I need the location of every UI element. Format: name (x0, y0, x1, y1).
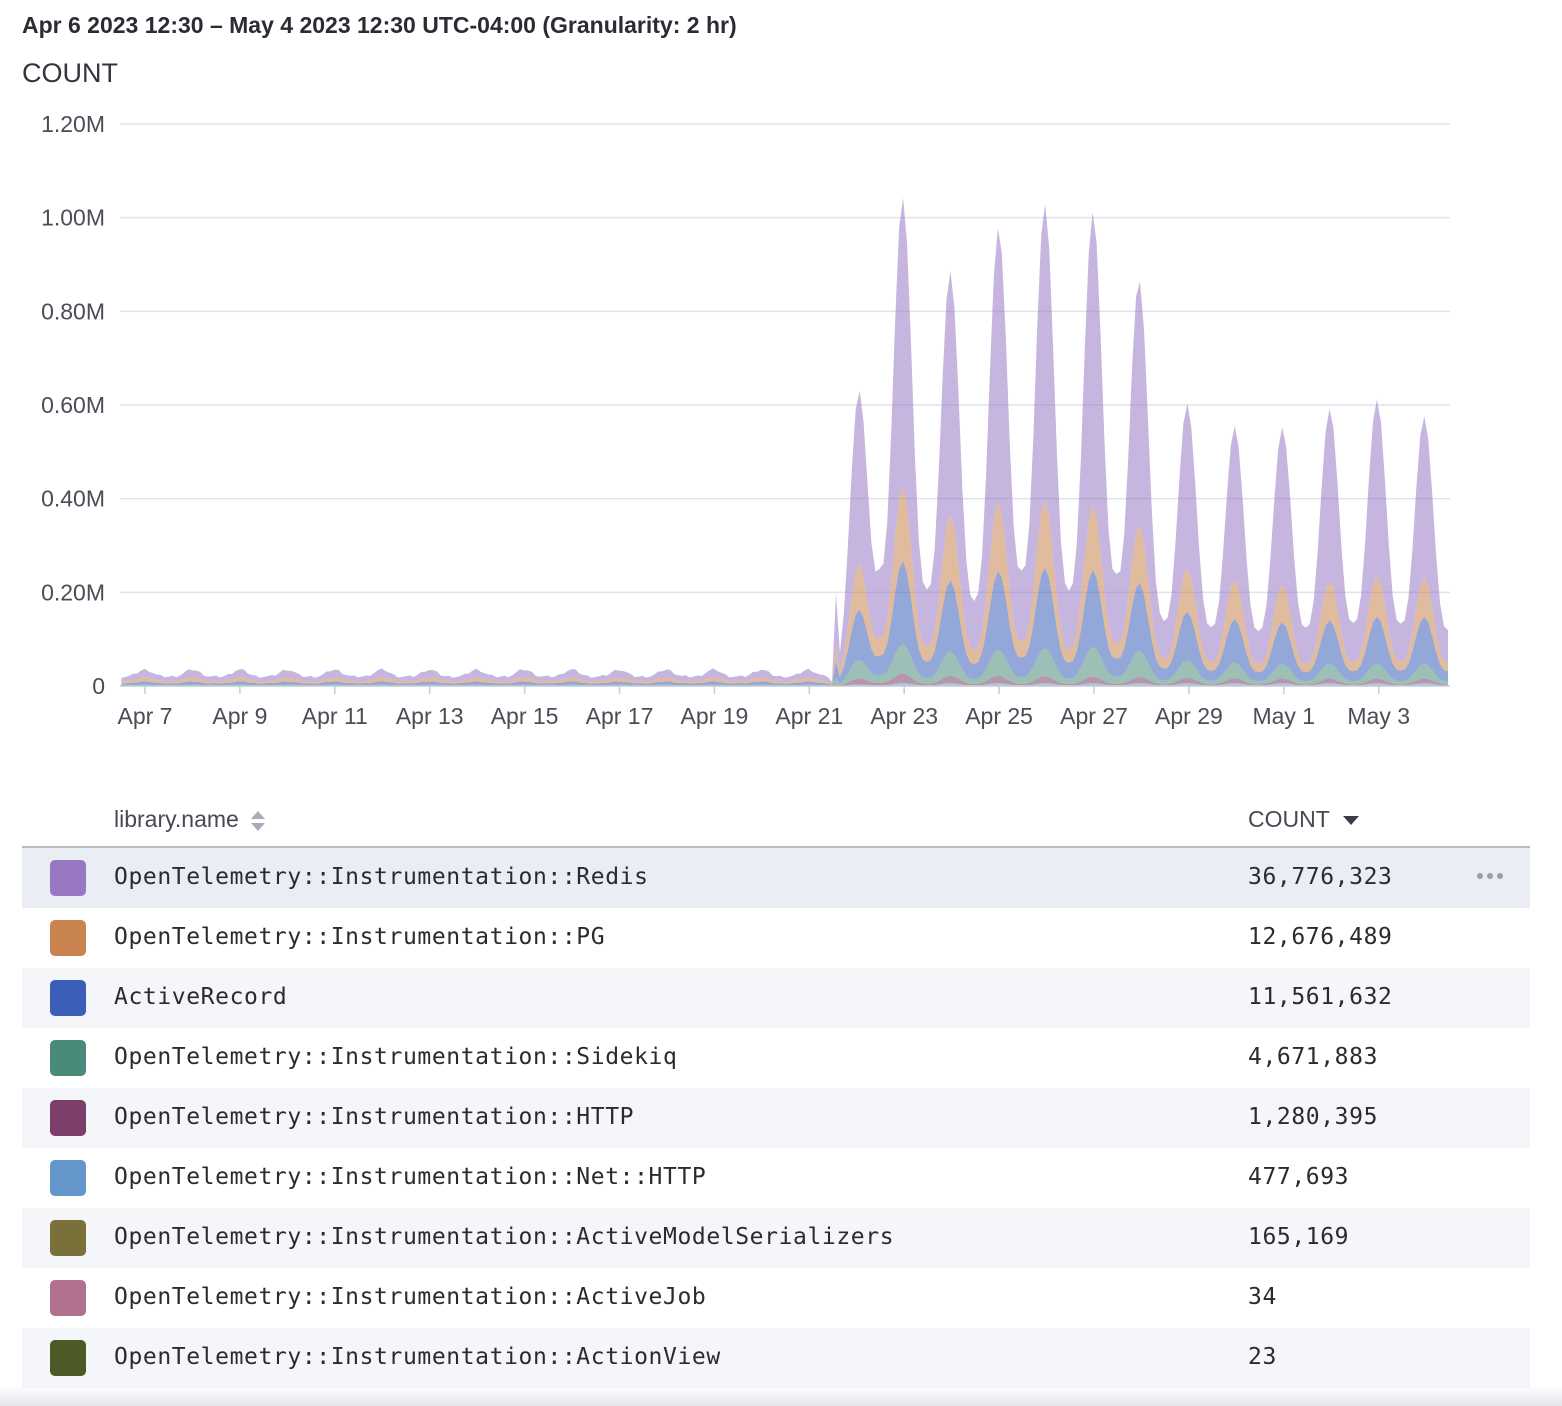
table-row[interactable]: OpenTelemetry::Instrumentation::Sidekiq 4… (22, 1028, 1530, 1088)
table-row[interactable]: ActiveRecord 11,561,632 (22, 968, 1530, 1028)
area-series[interactable] (121, 561, 1448, 686)
x-tick-label: Apr 11 (302, 703, 368, 729)
count-cell: 1,280,395 (1248, 1104, 1379, 1130)
library-name-cell: OpenTelemetry::Instrumentation::HTTP (114, 1104, 635, 1130)
sort-desc-icon[interactable] (1342, 806, 1360, 825)
library-name-cell: ActiveRecord (114, 984, 288, 1010)
count-cell: 36,776,323 (1248, 864, 1393, 890)
column-header-library-name-label: library.name (114, 806, 239, 832)
table-row[interactable]: OpenTelemetry::Instrumentation::ActiveMo… (22, 1208, 1530, 1268)
series-color-swatch (50, 1100, 86, 1136)
time-range-title: Apr 6 2023 12:30 – May 4 2023 12:30 UTC-… (22, 12, 737, 38)
area-series[interactable] (121, 486, 1448, 685)
series-color-swatch (50, 1160, 86, 1196)
y-tick-label: 0 (92, 673, 105, 699)
count-cell: 23 (1248, 1344, 1277, 1370)
table-header: library.name COUNT (22, 790, 1530, 848)
column-header-library-name[interactable]: library.name (114, 806, 267, 833)
y-tick-label: 1.00M (41, 205, 105, 231)
x-tick-label: May 1 (1252, 703, 1315, 729)
library-name-cell: OpenTelemetry::Instrumentation::ActiveJo… (114, 1284, 707, 1310)
count-cell: 477,693 (1248, 1164, 1350, 1190)
chart-axes: 0 0.20M 0.40M 0.60M 0.80M 1.00M 1.20M Apr 7 Apr … (41, 111, 1450, 729)
x-tick-label: Apr 27 (1060, 703, 1128, 729)
series-color-swatch (50, 980, 86, 1016)
y-tick-label: 0.40M (41, 486, 105, 512)
series-color-swatch (50, 1340, 86, 1376)
area-series[interactable] (121, 673, 1448, 686)
table-row[interactable]: OpenTelemetry::Instrumentation::Redis 36,… (22, 848, 1530, 908)
table-row[interactable]: OpenTelemetry::Instrumentation::PG 12,676… (22, 908, 1530, 968)
series-color-swatch (50, 1280, 86, 1316)
table-row[interactable]: OpenTelemetry::Instrumentation::HTTP 1,28… (22, 1088, 1530, 1148)
count-cell: 12,676,489 (1248, 924, 1393, 950)
series-color-swatch (50, 1040, 86, 1076)
column-header-count[interactable]: COUNT (1248, 806, 1360, 833)
count-cell: 4,671,883 (1248, 1044, 1379, 1070)
table-row[interactable]: OpenTelemetry::Instrumentation::ActionVi… (22, 1328, 1530, 1388)
chart-areas[interactable] (121, 197, 1448, 686)
y-tick-label: 0.60M (41, 392, 105, 418)
table-row[interactable]: OpenTelemetry::Instrumentation::ActiveJo… (22, 1268, 1530, 1328)
series-color-swatch (50, 860, 86, 896)
results-table: library.name COUNT OpenTelemetry::Instru… (22, 790, 1530, 1388)
series-color-swatch (50, 920, 86, 956)
x-tick-label: Apr 25 (965, 703, 1033, 729)
count-cell: 165,169 (1248, 1224, 1350, 1250)
sort-both-icon[interactable] (249, 809, 267, 833)
x-tick-label: Apr 9 (212, 703, 267, 729)
x-tick-label: Apr 15 (491, 703, 559, 729)
x-tick-label: Apr 7 (118, 703, 173, 729)
stacked-area-chart[interactable]: 0 0.20M 0.40M 0.60M 0.80M 1.00M 1.20M Apr 7 Apr … (0, 100, 1500, 740)
count-cell: 11,561,632 (1248, 984, 1393, 1010)
library-name-cell: OpenTelemetry::Instrumentation::ActionVi… (114, 1344, 721, 1370)
x-tick-label: May 3 (1347, 703, 1410, 729)
metric-title: COUNT (22, 58, 118, 88)
library-name-cell: OpenTelemetry::Instrumentation::ActiveMo… (114, 1224, 895, 1250)
column-header-count-label: COUNT (1248, 806, 1330, 832)
library-name-cell: OpenTelemetry::Instrumentation::PG (114, 924, 606, 950)
table-body: OpenTelemetry::Instrumentation::Redis 36,… (22, 848, 1530, 1388)
y-tick-label: 0.80M (41, 298, 105, 324)
library-name-cell: OpenTelemetry::Instrumentation::Net::HTT… (114, 1164, 707, 1190)
more-options-icon[interactable] (1474, 862, 1506, 890)
x-tick-label: Apr 13 (396, 703, 464, 729)
count-cell: 34 (1248, 1284, 1277, 1310)
bottom-fade (0, 1386, 1562, 1406)
library-name-cell: OpenTelemetry::Instrumentation::Redis (114, 864, 649, 890)
table-row[interactable]: OpenTelemetry::Instrumentation::Net::HTT… (22, 1148, 1530, 1208)
area-series[interactable] (121, 197, 1448, 684)
y-tick-label: 0.20M (41, 579, 105, 605)
x-tick-label: Apr 19 (681, 703, 749, 729)
x-tick-label: Apr 23 (870, 703, 938, 729)
x-tick-label: Apr 17 (586, 703, 654, 729)
series-color-swatch (50, 1220, 86, 1256)
x-tick-label: Apr 29 (1155, 703, 1223, 729)
chart-gridlines (120, 123, 1450, 687)
library-name-cell: OpenTelemetry::Instrumentation::Sidekiq (114, 1044, 678, 1070)
y-tick-label: 1.20M (41, 111, 105, 137)
area-series[interactable] (121, 643, 1448, 686)
x-tick-label: Apr 21 (775, 703, 843, 729)
